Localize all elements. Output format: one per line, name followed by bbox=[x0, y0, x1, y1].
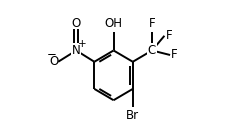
Text: Br: Br bbox=[126, 109, 139, 122]
Text: F: F bbox=[165, 29, 171, 42]
Text: OH: OH bbox=[104, 17, 122, 30]
Text: F: F bbox=[171, 48, 177, 62]
Text: F: F bbox=[148, 17, 155, 30]
Text: C: C bbox=[147, 44, 155, 57]
Text: +: + bbox=[78, 39, 86, 49]
Text: −: − bbox=[47, 48, 57, 62]
Text: O: O bbox=[49, 55, 58, 68]
Text: N: N bbox=[72, 44, 80, 57]
Text: O: O bbox=[71, 17, 81, 30]
